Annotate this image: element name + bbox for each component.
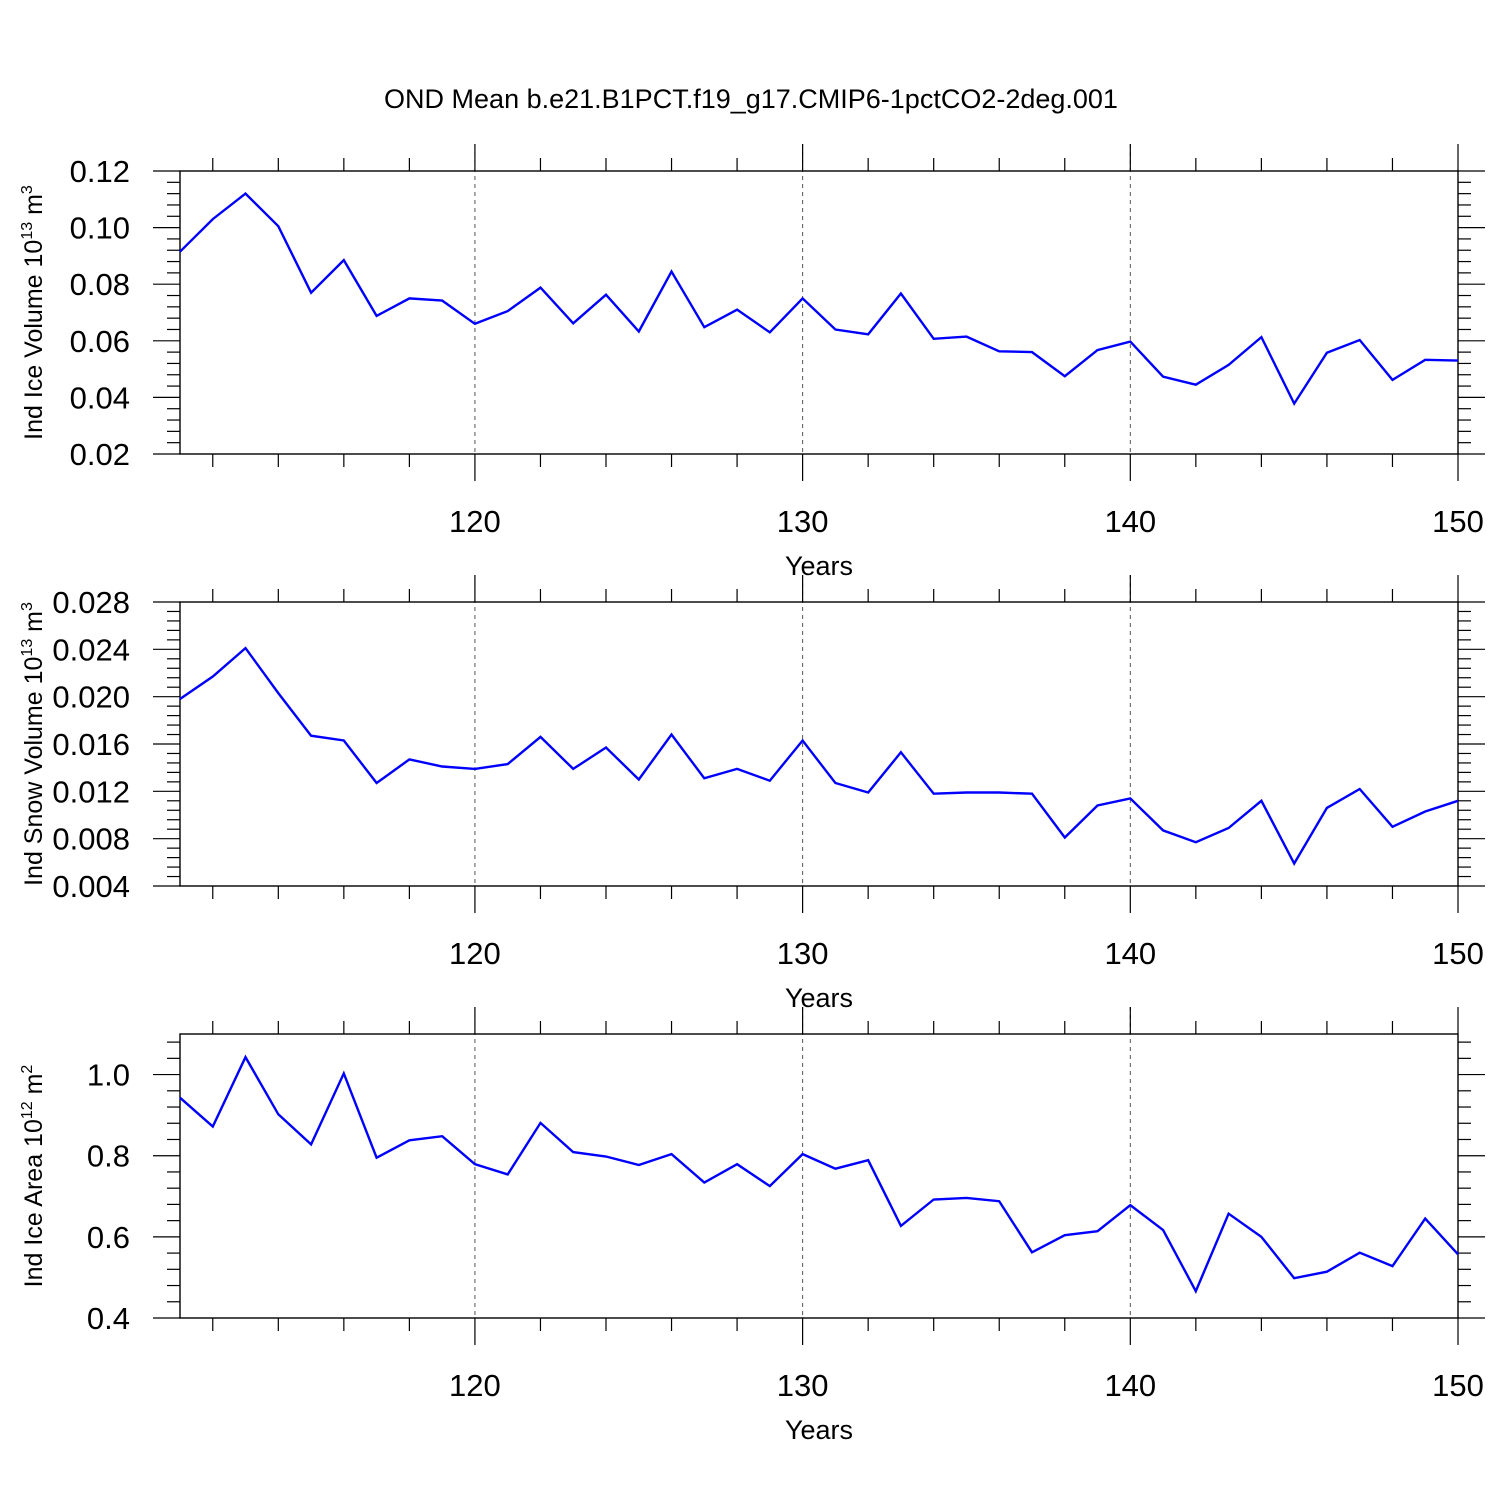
y-axis-label-text: m <box>20 194 48 222</box>
y-tick-label: 0.04 <box>70 380 130 415</box>
y-tick-label: 1.0 <box>87 1058 130 1093</box>
y-tick-label: 0.8 <box>87 1139 130 1174</box>
y-axis-label-superscript: 13 <box>19 222 36 240</box>
y-tick-label: 0.028 <box>52 585 130 620</box>
y-tick-label: 0.06 <box>70 324 130 359</box>
y-axis-label: Ind Ice Volume 1013 m3 <box>19 185 48 440</box>
series-line <box>179 192 1459 407</box>
y-tick-label: 0.6 <box>87 1220 130 1255</box>
x-tick-label: 120 <box>449 1368 501 1403</box>
panels: 120 130 140 150 0.02 0.04 0.06 0.08 0.10 0.12 Year… <box>19 144 1485 1445</box>
chart-panel-2: 120 130 140 150 0.004 0.008 0.012 0.016 0.020 0.0… <box>19 575 1485 1013</box>
x-tick-label: 130 <box>777 504 829 539</box>
y-axis-label-superscript: 12 <box>19 1101 36 1119</box>
y-axis-label-text: Ind Ice Area 10 <box>20 1119 48 1287</box>
series-line <box>179 646 1459 866</box>
plot-frame <box>179 170 1459 455</box>
y-tick-label: 0.020 <box>52 680 130 715</box>
y-axis-label: Ind Snow Volume 1013 m3 <box>19 602 48 886</box>
x-axis-label: Years <box>785 1415 853 1445</box>
y-tick-label: 0.08 <box>70 267 130 302</box>
y-tick-label: 0.016 <box>52 727 130 762</box>
x-tick-label: 130 <box>777 1368 829 1403</box>
figure-title: OND Mean b.e21.B1PCT.f19_g17.CMIP6-1pctC… <box>384 84 1118 114</box>
x-axis-label: Years <box>785 983 853 1013</box>
y-tick-label: 0.4 <box>87 1301 130 1336</box>
y-axis-label-superscript: 3 <box>19 602 36 611</box>
y-tick-label: 0.008 <box>52 822 130 857</box>
x-tick-label: 140 <box>1104 936 1156 971</box>
y-axis-label-text: Ind Ice Volume 10 <box>20 240 48 440</box>
y-axis-label-text: m <box>20 611 48 639</box>
y-tick-label: 0.12 <box>70 154 130 189</box>
y-axis-label-text: Ind Snow Volume 10 <box>20 657 48 886</box>
y-tick-label: 0.012 <box>52 774 130 809</box>
y-axis-label: Ind Ice Area 1012 m2 <box>19 1065 48 1288</box>
x-tick-label: 130 <box>777 936 829 971</box>
chart-panel-1: 120 130 140 150 0.02 0.04 0.06 0.08 0.10 0.12 Year… <box>19 144 1485 581</box>
plot-frame <box>179 1033 1459 1319</box>
x-tick-label: 150 <box>1432 504 1484 539</box>
y-tick-label: 0.004 <box>52 869 130 904</box>
y-axis-label-superscript: 13 <box>19 639 36 657</box>
series-line <box>179 1054 1459 1294</box>
x-tick-label: 140 <box>1104 1368 1156 1403</box>
x-axis-label: Years <box>785 551 853 581</box>
x-tick-label: 150 <box>1432 1368 1484 1403</box>
x-tick-label: 120 <box>449 936 501 971</box>
plot-frame <box>179 601 1459 887</box>
x-tick-label: 150 <box>1432 936 1484 971</box>
y-axis-label-superscript: 3 <box>19 185 36 194</box>
y-tick-label: 0.02 <box>70 437 130 472</box>
y-tick-label: 0.10 <box>70 211 130 246</box>
y-tick-label: 0.024 <box>52 632 130 667</box>
x-tick-label: 120 <box>449 504 501 539</box>
y-axis-label-text: m <box>20 1074 48 1102</box>
chart-panel-3: 120 130 140 150 0.4 0.6 0.8 1.0 Years Ind Ice Are… <box>19 1007 1485 1445</box>
x-tick-label: 140 <box>1104 504 1156 539</box>
y-axis-label-superscript: 2 <box>19 1065 36 1074</box>
